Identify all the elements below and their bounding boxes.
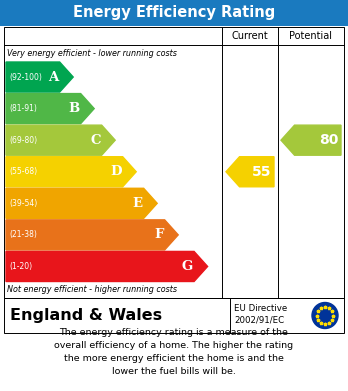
- Text: Current: Current: [232, 31, 268, 41]
- Polygon shape: [226, 157, 274, 187]
- Polygon shape: [6, 220, 178, 250]
- Text: (69-80): (69-80): [9, 136, 37, 145]
- Text: EU Directive
2002/91/EC: EU Directive 2002/91/EC: [234, 304, 287, 325]
- Text: (55-68): (55-68): [9, 167, 37, 176]
- Text: Energy Efficiency Rating: Energy Efficiency Rating: [73, 5, 275, 20]
- Polygon shape: [6, 62, 73, 92]
- Polygon shape: [6, 188, 157, 218]
- Text: (81-91): (81-91): [9, 104, 37, 113]
- Text: (39-54): (39-54): [9, 199, 37, 208]
- Text: E: E: [133, 197, 143, 210]
- Text: (21-38): (21-38): [9, 230, 37, 239]
- Text: D: D: [110, 165, 122, 178]
- Text: The energy efficiency rating is a measure of the
overall efficiency of a home. T: The energy efficiency rating is a measur…: [54, 328, 294, 376]
- Text: England & Wales: England & Wales: [10, 308, 162, 323]
- Bar: [4, 298, 344, 333]
- Text: A: A: [48, 70, 59, 84]
- Polygon shape: [281, 125, 341, 155]
- Text: B: B: [69, 102, 80, 115]
- Text: F: F: [154, 228, 164, 241]
- Polygon shape: [6, 93, 94, 124]
- Bar: [0, 0, 348, 26]
- Text: G: G: [182, 260, 193, 273]
- Text: Potential: Potential: [290, 31, 332, 41]
- Circle shape: [312, 303, 338, 328]
- Text: Very energy efficient - lower running costs: Very energy efficient - lower running co…: [7, 50, 177, 59]
- Polygon shape: [6, 125, 115, 155]
- Text: 55: 55: [252, 165, 271, 179]
- Polygon shape: [6, 157, 136, 187]
- Polygon shape: [6, 251, 208, 282]
- Text: Not energy efficient - higher running costs: Not energy efficient - higher running co…: [7, 285, 177, 294]
- Text: (1-20): (1-20): [9, 262, 32, 271]
- Text: C: C: [90, 134, 101, 147]
- Text: 80: 80: [319, 133, 338, 147]
- Text: (92-100): (92-100): [9, 73, 42, 82]
- Bar: [4, 27, 344, 298]
